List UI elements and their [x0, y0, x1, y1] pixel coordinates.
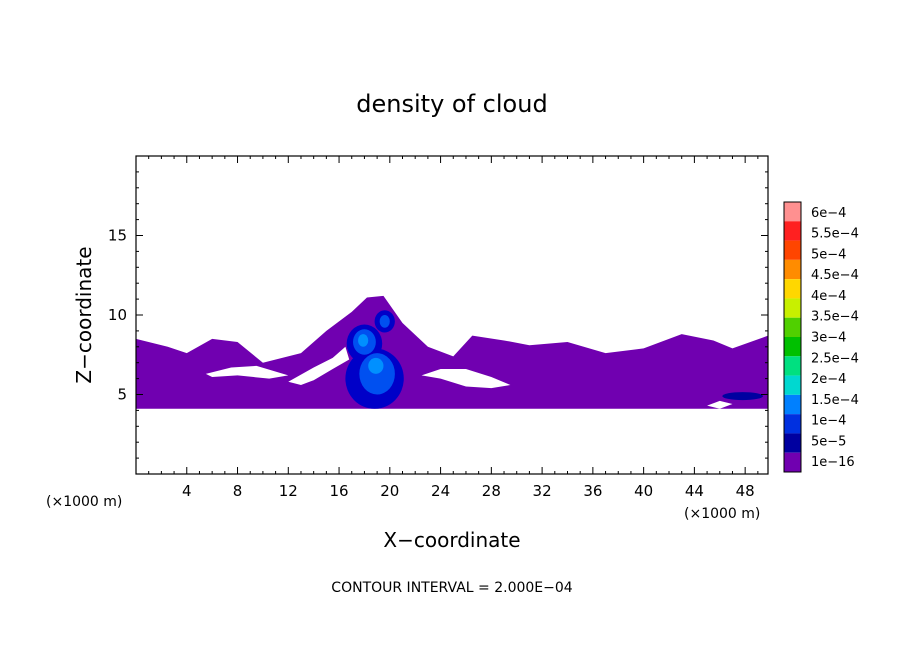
- density-core-6: [379, 315, 390, 328]
- clear-region-2: [288, 346, 350, 385]
- colorbar-swatch: [784, 394, 801, 415]
- x-tick-label: 32: [533, 482, 552, 500]
- y-axis: 5 10 15: [108, 171, 768, 459]
- x-tick-label: 8: [233, 482, 243, 500]
- cloud-layer: [136, 295, 768, 409]
- x-axis-label: X−coordinate: [383, 528, 520, 552]
- contour-interval: CONTOUR INTERVAL = 2.000E−04: [331, 580, 572, 596]
- chart-title: density of cloud: [356, 90, 547, 118]
- x-tick-label: 44: [685, 482, 704, 500]
- x-tick-label: 36: [583, 482, 602, 500]
- colorbar-swatch: [784, 317, 801, 337]
- y-tick-label: 5: [117, 386, 127, 404]
- density-core-9: [722, 392, 763, 401]
- x-tick-label: 4: [182, 482, 192, 500]
- colorbar-swatch: [784, 259, 801, 280]
- colorbar-swatch: [784, 375, 801, 395]
- colorbar-label: 3.5e−4: [811, 310, 859, 325]
- clear-region-4: [707, 400, 733, 409]
- x-tick-label: 12: [279, 482, 298, 500]
- x-tick-label: 16: [330, 482, 349, 500]
- x-axis: 4 8 12 16 20 24 28 32 36 40 44 48: [148, 156, 759, 500]
- colorbar: 6e−4 5.5e−4 5e−4 4.5e−4 4e−4 3.5e−4 3e−4 2.5e−4…: [783, 201, 859, 473]
- colorbar-label: 2.5e−4: [811, 351, 859, 366]
- colorbar-label: 4.5e−4: [811, 268, 859, 283]
- colorbar-label: 6e−4: [811, 206, 846, 221]
- colorbar-label: 1.5e−4: [811, 393, 859, 408]
- clear-region-3: [421, 369, 511, 389]
- x-tick-label: 40: [634, 482, 653, 500]
- colorbar-label: 5e−4: [811, 247, 846, 262]
- colorbar-label: 1e−4: [811, 414, 846, 429]
- colorbar-swatch: [784, 279, 801, 299]
- x-tick-label: 24: [431, 482, 450, 500]
- colorbar-swatch: [784, 337, 801, 357]
- colorbar-label: 4e−4: [811, 289, 846, 304]
- plot-frame: [135, 155, 769, 475]
- y-axis-label: Z−coordinate: [72, 246, 96, 383]
- colorbar-swatch: [784, 298, 801, 318]
- colorbar-label: 5e−5: [811, 434, 846, 449]
- x-unit-left: (×1000 m): [46, 494, 122, 510]
- density-core-4: [359, 353, 395, 395]
- x-tick-label: 48: [736, 482, 755, 500]
- colorbar-swatch: [784, 433, 801, 453]
- x-tick-label: 28: [482, 482, 501, 500]
- density-field: [136, 295, 768, 409]
- colorbar-swatch: [784, 356, 801, 376]
- x-tick-label: 20: [380, 482, 399, 500]
- density-core-8: [358, 334, 369, 347]
- colorbar-frame: [783, 201, 802, 473]
- colorbar-swatch: [784, 240, 801, 260]
- colorbar-label: 3e−4: [811, 331, 846, 346]
- x-unit-right: (×1000 m): [684, 506, 760, 522]
- y-tick-label: 15: [108, 227, 127, 245]
- colorbar-swatch: [784, 202, 801, 222]
- clear-region-1: [205, 365, 289, 379]
- colorbar-swatch: [784, 452, 801, 472]
- density-core-7: [368, 357, 384, 374]
- colorbar-label: 2e−4: [811, 372, 846, 387]
- colorbar-swatch: [784, 221, 801, 241]
- y-tick-label: 10: [108, 306, 127, 324]
- colorbar-label: 5.5e−4: [811, 227, 859, 242]
- colorbar-swatch: [784, 414, 801, 434]
- colorbar-label: 1e−16: [811, 455, 855, 470]
